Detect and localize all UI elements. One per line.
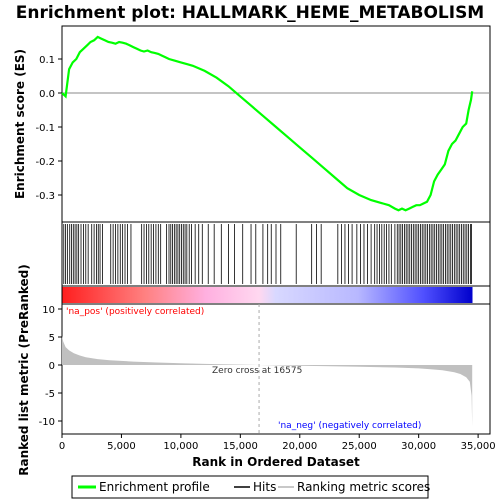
x-tick-label: 20,000 [282, 441, 317, 452]
ranked-heat-bar [62, 287, 473, 303]
x-tick-label: 15,000 [223, 441, 258, 452]
metric-y-axis-label: Ranked list metric (PreRanked) [17, 264, 31, 476]
legend-metric-label: Ranking metric scores [297, 480, 430, 494]
chart-title: Enrichment plot: HALLMARK_HEME_METABOLIS… [16, 3, 484, 23]
metric-y-tick-label: -10 [39, 417, 55, 428]
x-tick-label: 25,000 [342, 441, 377, 452]
es-y-ticks: 0.1 0.0 -0.1 -0.2 -0.3 [35, 55, 62, 202]
pos-correlated-label: 'na_pos' (positively correlated) [66, 307, 204, 317]
metric-y-tick-label: -5 [45, 389, 55, 400]
neg-correlated-label: 'na_neg' (negatively correlated) [278, 421, 421, 431]
legend-hits-label: Hits [253, 480, 276, 494]
x-tick-label: 10,000 [163, 441, 198, 452]
es-y-tick-label: -0.1 [35, 123, 55, 134]
metric-x-ticks: 0 5,000 10,000 15,000 20,000 25,000 30,000 35,0… [59, 434, 496, 452]
es-y-tick-label: -0.3 [35, 191, 55, 202]
metric-y-tick-label: 10 [42, 305, 55, 316]
es-y-axis-label: Enrichment score (ES) [13, 49, 27, 199]
metric-y-tick-label: 0 [49, 361, 55, 372]
x-axis-label: Rank in Ordered Dataset [192, 455, 360, 469]
hits-markers [63, 224, 472, 284]
es-panel-frame [61, 25, 491, 223]
enrichment-profile-line [61, 35, 474, 212]
x-tick-label: 30,000 [401, 441, 436, 452]
x-tick-label: 0 [59, 441, 65, 452]
zero-cross-label: Zero cross at 16575 [212, 366, 302, 376]
legend-enrichment-label: Enrichment profile [99, 480, 210, 494]
metric-y-tick-label: 5 [49, 333, 55, 344]
x-tick-label: 5,000 [107, 441, 136, 452]
metric-panel-frame [61, 303, 491, 435]
metric-y-ticks: 10 5 0 -5 -10 [39, 305, 62, 428]
x-tick-label: 35,000 [461, 441, 496, 452]
es-y-tick-label: -0.2 [35, 157, 55, 168]
es-y-tick-label: 0.0 [39, 89, 55, 100]
es-y-tick-label: 0.1 [39, 55, 55, 66]
